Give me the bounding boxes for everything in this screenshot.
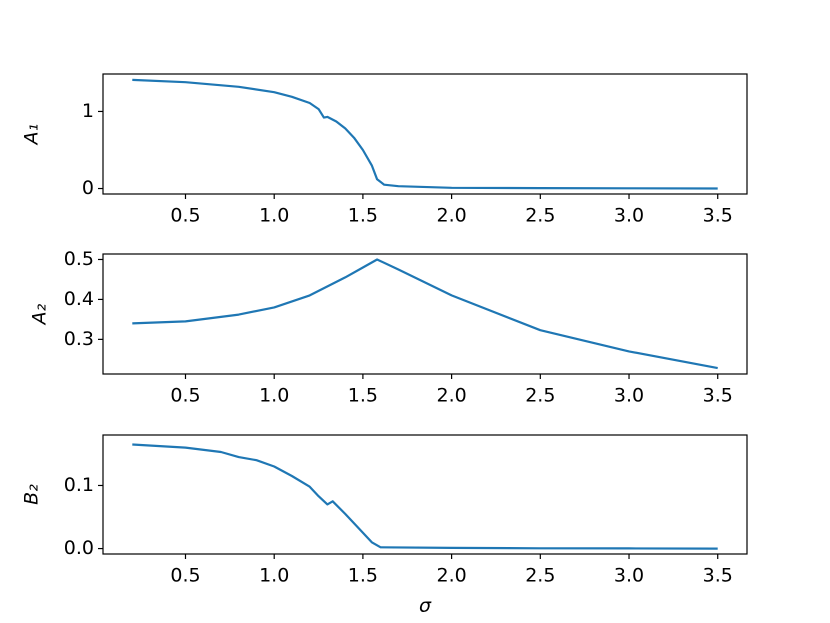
x-tick-label: 2.5 [525,385,555,407]
y-axis-label: B₂ [21,484,43,505]
y-tick-label: 0.5 [64,248,94,270]
x-tick-label: 3.0 [614,385,644,407]
x-tick-label: 3.0 [614,205,644,227]
axes-frame [102,434,748,555]
y-tick-label: 1 [82,100,94,122]
x-axis-label: σ [419,595,432,617]
data-line [132,258,718,370]
x-tick-label: 2.0 [437,385,467,407]
x-tick-label: 1.0 [259,205,289,227]
y-tick-label: 0.0 [64,537,94,559]
y-axis-label: A₁ [21,124,43,147]
x-tick-label: 1.0 [259,565,289,587]
y-axis-label: A₂ [29,303,51,326]
axes-frame [102,253,748,375]
y-tick-label: 0.3 [64,328,94,350]
x-tick-label: 1.5 [348,205,378,227]
x-tick-label: 3.5 [703,385,733,407]
y-tick-label: 0 [82,177,94,199]
x-tick-label: 2.5 [525,205,555,227]
x-tick-label: 2.0 [437,205,467,227]
x-tick-label: 2.0 [437,565,467,587]
y-tick-label: 0.1 [64,474,94,496]
axes-frame [102,73,748,195]
x-tick-label: 3.5 [703,205,733,227]
x-tick-label: 1.5 [348,565,378,587]
data-line [132,78,718,190]
x-tick-label: 0.5 [170,205,200,227]
x-tick-label: 0.5 [170,385,200,407]
x-tick-label: 0.5 [170,565,200,587]
x-tick-label: 1.5 [348,385,378,407]
x-tick-label: 3.5 [703,565,733,587]
y-tick-label: 0.4 [64,288,94,310]
data-line [132,443,718,550]
x-tick-label: 1.0 [259,385,289,407]
x-tick-label: 2.5 [525,565,555,587]
x-tick-label: 3.0 [614,565,644,587]
